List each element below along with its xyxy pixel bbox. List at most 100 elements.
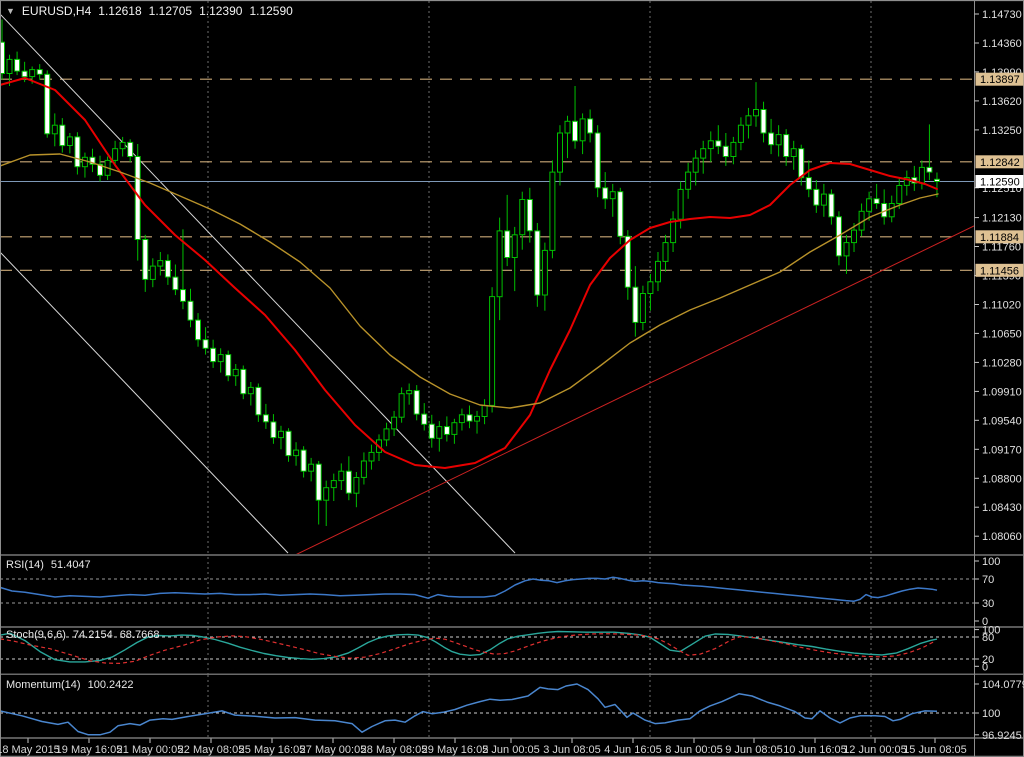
ma-fast-red: [1, 77, 938, 469]
candle-body: [119, 141, 126, 150]
ohlc-close: 1.12590: [249, 4, 293, 18]
candle-body: [745, 115, 752, 126]
sr-level-price-box: [975, 230, 1024, 244]
sr-level-price-label: 1.13897: [980, 74, 1020, 86]
candle-body: [225, 354, 232, 377]
rsi-panel: [1, 557, 974, 626]
candle-body: [534, 230, 541, 296]
candle-body: [202, 339, 209, 349]
candle-body: [632, 286, 639, 323]
time-tick-label: 21 May 00:05: [117, 744, 184, 756]
time-tick-label: 12 Jun 00:05: [843, 744, 907, 756]
stoch-axis-label: 100: [982, 625, 1000, 637]
time-tick-label: 29 May 16:05: [422, 744, 489, 756]
candle-body: [888, 203, 895, 218]
time-tick-label: 3 Jun 08:05: [543, 744, 601, 756]
time-tick-label: 19 May 16:05: [56, 744, 123, 756]
stoch-main-line: [1, 630, 938, 663]
candle-body: [526, 199, 533, 232]
candle-body: [391, 416, 398, 430]
momentum-indicator-label: Momentum(14) 100.2422: [6, 679, 133, 691]
sr-level-price-box: [975, 155, 1024, 169]
candle-body: [180, 289, 186, 302]
rsi-indicator-label: RSI(14) 51.4047: [6, 559, 91, 571]
momentum-name: Momentum(14): [6, 679, 81, 691]
candle-body: [813, 188, 820, 206]
candle-body: [609, 191, 616, 200]
price-tick-label: 1.09910: [982, 386, 1022, 398]
candle-body: [89, 156, 96, 165]
candle-body: [278, 430, 284, 439]
candle-body: [768, 132, 775, 146]
candle-body: [315, 463, 322, 501]
candle-body: [172, 276, 179, 291]
candle-body: [903, 177, 910, 186]
candle-body: [44, 73, 51, 135]
candle-body: [458, 414, 465, 424]
sr-level-price-label: 1.11456: [980, 265, 1019, 277]
rsi-axis-label: 0: [982, 616, 988, 628]
sr-level-price-label: 1.11884: [980, 232, 1019, 244]
candle-body: [36, 69, 43, 75]
main-panel: [0, 1, 975, 556]
channel-upper[interactable]: [0, 14, 516, 554]
momentum-line: [1, 683, 938, 736]
time-tick-label: 15 Jun 08:05: [903, 744, 967, 756]
support-trendline[interactable]: [295, 225, 975, 556]
candle-body: [270, 421, 277, 439]
candle-body: [14, 58, 21, 72]
ma-slow-gold: [1, 153, 939, 409]
price-tick-label: 1.09540: [982, 415, 1022, 427]
candle-body: [345, 470, 352, 494]
candle-body: [51, 124, 58, 135]
stoch-axis-label: 0: [982, 661, 988, 673]
rsi-plot-area[interactable]: [1, 557, 974, 626]
candle-body: [247, 386, 254, 395]
rsi-axis-label: 70: [982, 574, 994, 586]
price-axis[interactable]: 1.147301.143601.139901.136201.132501.125…: [974, 9, 1024, 742]
candle-body: [6, 58, 13, 75]
sr-level-price-box: [975, 72, 1024, 86]
candle-body: [451, 422, 458, 435]
ohlc-open: 1.12618: [98, 4, 142, 18]
price-tick-label: 1.08800: [982, 473, 1022, 485]
candle-body: [353, 477, 360, 494]
candle-body: [594, 132, 601, 189]
candles: [1, 19, 940, 526]
stoch-axis-label: 20: [982, 654, 994, 666]
candle-body: [896, 185, 903, 204]
stoch-panel: [1, 628, 974, 674]
stoch-name: Stoch(9,6,6): [6, 629, 66, 641]
price-tick-label: 1.11020: [982, 300, 1021, 312]
stoch-indicator-label: Stoch(9,6,6) 74.2154 68.7668: [6, 629, 159, 641]
symbol-dropdown-icon[interactable]: ▼: [6, 6, 15, 16]
candle-body: [685, 171, 692, 190]
candle-body: [730, 141, 737, 157]
candle-body: [670, 218, 677, 244]
candle-body: [820, 193, 827, 206]
candle-body: [655, 260, 661, 283]
time-tick-label: 10 Jun 16:05: [783, 744, 847, 756]
candle-body: [715, 140, 722, 147]
candle-body: [421, 413, 428, 425]
candle-body: [300, 449, 307, 472]
time-tick-label: 22 May 08:05: [178, 744, 245, 756]
candle-body: [851, 229, 857, 244]
candle-body: [66, 136, 73, 146]
price-tick-label: 1.14730: [982, 9, 1022, 21]
price-tick-label: 1.10650: [982, 328, 1022, 340]
candle-body: [579, 118, 586, 142]
candle-body: [918, 166, 925, 184]
ohlc-low: 1.12390: [199, 4, 243, 18]
candle-body: [647, 281, 654, 294]
candle-body: [926, 166, 933, 173]
current-price-label: 1.12590: [980, 177, 1020, 189]
stoch-axis-label: 80: [982, 632, 994, 644]
candle-body: [187, 300, 194, 321]
price-tick-label: 1.11760: [982, 242, 1021, 254]
momentum-plot-area[interactable]: [1, 675, 974, 738]
channel-lower[interactable]: [0, 252, 289, 554]
candle-body: [164, 260, 171, 278]
